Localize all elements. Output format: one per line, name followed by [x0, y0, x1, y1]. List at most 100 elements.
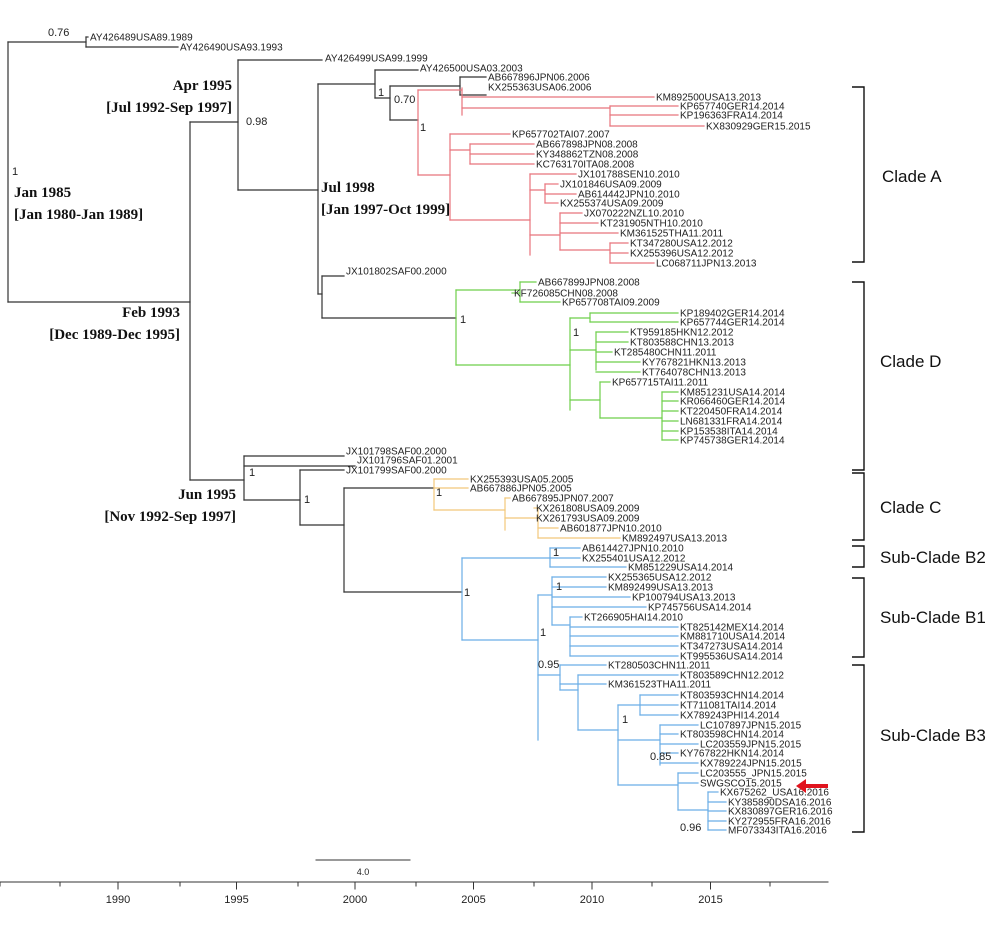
leaf-label: KP657702TAI07.2007 — [512, 130, 610, 141]
leaf-label: AY426489USA89.1989 — [90, 33, 193, 44]
leaf-label: KC763170ITA08.2008 — [536, 160, 635, 171]
support-value: 0.95 — [538, 659, 559, 671]
leaf-label: KT347273USA14.2014 — [680, 642, 783, 653]
leaf-label: AB667886JPN05.2005 — [470, 484, 572, 495]
support-value: 1 — [556, 581, 562, 593]
leaf-label: JX070222NZL10.2010 — [584, 209, 685, 220]
leaf-label: KT825142MEX14.2014 — [680, 623, 784, 634]
leaf-label: KX255393USA05.2005 — [470, 475, 574, 486]
leaf-label: AB614442JPN10.2010 — [578, 190, 680, 201]
leaf-label: AY426490USA93.1993 — [180, 43, 283, 54]
leaf-label: KY767821HKN13.2013 — [642, 358, 746, 369]
support-value: 1 — [553, 547, 559, 559]
node-date-range: [Jan 1980-Jan 1989] — [14, 207, 143, 223]
leaf-label: KT803589CHN12.2012 — [680, 671, 784, 682]
leaf-label: AB667898JPN08.2008 — [536, 140, 638, 151]
leaf-label: KM892500USA13.2013 — [656, 93, 762, 104]
leaf-label: AB614427JPN10.2010 — [582, 544, 684, 555]
leaf-label: KT280503CHN11.2011 — [608, 661, 711, 672]
leaf-label: KP153538ITA14.2014 — [680, 427, 778, 438]
leaf-label: AY426500USA03.2003 — [420, 64, 523, 75]
support-value: 1 — [304, 494, 310, 506]
leaf-label: KX255396USA12.2012 — [630, 249, 734, 260]
support-value: 1 — [249, 467, 255, 479]
axis-tick-label: 1995 — [224, 894, 248, 906]
leaf-label: KT803588CHN13.2013 — [630, 338, 734, 349]
sub-clade-b3-label: Sub-Clade B3 — [880, 726, 986, 745]
node-date-range: [Nov 1992-Sep 1997] — [104, 509, 236, 525]
leaf-label: KY272955FRA16.2016 — [728, 817, 831, 828]
sub-clade-b2-label: Sub-Clade B2 — [880, 548, 986, 567]
leaf-label: LN681331FRA14.2014 — [680, 417, 783, 428]
leaf-label: AY426499USA99.1999 — [325, 54, 428, 65]
support-value: 0.70 — [394, 94, 415, 106]
leaf-label: KY767822HKN14.2014 — [680, 749, 784, 760]
leaf-label: KT231905NTH10.2010 — [600, 219, 703, 230]
leaf-label: KM851231USA14.2014 — [680, 388, 786, 399]
axis-tick-label: 2000 — [343, 894, 367, 906]
support-value: 0.96 — [680, 822, 701, 834]
axis-tick-label: 1990 — [106, 894, 130, 906]
support-value: 1 — [540, 627, 546, 639]
leaf-label: JX101799SAF00.2000 — [346, 466, 447, 477]
leaf-label: KM892497USA13.2013 — [622, 534, 728, 545]
support-value: 1 — [12, 166, 18, 178]
leaf-label: KP196363FRA14.2014 — [680, 111, 783, 122]
support-value: 1 — [464, 587, 470, 599]
leaf-label: KX255363USA06.2006 — [488, 83, 592, 94]
leaf-label: KY385890DSA16.2016 — [728, 798, 832, 809]
leaf-label: KP189402GER14.2014 — [680, 309, 785, 320]
leaf-label: KY348862TZN08.2008 — [536, 150, 639, 161]
leaf-label: KX261808USA09.2009 — [536, 504, 640, 515]
support-value: 1 — [436, 487, 442, 499]
leaf-label: KT803593CHN14.2014 — [680, 691, 784, 702]
support-value: 1 — [420, 122, 426, 134]
node-date: Apr 1995 — [173, 78, 232, 94]
leaf-label: KP745738GER14.2014 — [680, 436, 785, 447]
clade-bracket — [852, 545, 865, 568]
axis-tick-label: 2005 — [461, 894, 485, 906]
leaf-label: KT764078CHN13.2013 — [642, 368, 746, 379]
leaf-label: JX101798SAF00.2000 — [346, 447, 447, 458]
clade-bracket — [852, 281, 865, 471]
node-date: Feb 1993 — [122, 305, 180, 321]
clade-c-label: Clade C — [880, 498, 941, 517]
leaf-label: KP657744GER14.2014 — [680, 318, 785, 329]
leaf-label: KP657715TAI11.2011 — [612, 378, 709, 389]
scale-bar-label: 4.0 — [357, 867, 370, 877]
node-date-range: [Jul 1992-Sep 1997] — [106, 100, 232, 116]
axis-tick-label: 2010 — [580, 894, 604, 906]
leaf-label: AB601877JPN10.2010 — [560, 524, 662, 535]
leaf-label: KM361525THA11.2011 — [620, 229, 723, 240]
leaf-label: KT266905HAI14.2010 — [584, 613, 683, 624]
leaf-label: KX255365USA12.2012 — [608, 573, 712, 584]
leaf-label: KT803598CHN14.2014 — [680, 730, 784, 741]
leaf-label: KX255374USA09.2009 — [560, 199, 664, 210]
clade-d-label: Clade D — [880, 352, 941, 371]
leaf-label: MF073343ITA16.2016 — [728, 826, 827, 837]
leaf-label: KF726085CHN08.2008 — [514, 289, 618, 300]
support-value: 0.98 — [246, 116, 267, 128]
support-value: 0.85 — [650, 751, 671, 763]
clade-bracket — [852, 86, 865, 263]
clade-bracket — [852, 664, 865, 833]
clade-bracket — [852, 577, 865, 658]
leaf-label: KM881710USA14.2014 — [680, 632, 786, 643]
node-date: Jul 1998 — [321, 180, 375, 196]
leaf-label: KX255401USA12.2012 — [582, 554, 686, 565]
leaf-label: KT959185HKN12.2012 — [630, 328, 734, 339]
leaf-label: KM851229USA14.2014 — [628, 563, 734, 574]
leaf-label: KP745756USA14.2014 — [648, 603, 752, 614]
leaf-label: KX830897GER16.2016 — [728, 807, 833, 818]
clade-a-label: Clade A — [882, 167, 942, 186]
node-date: Jan 1985 — [14, 185, 71, 201]
leaf-label: KX261793USA09.2009 — [536, 514, 640, 525]
clade-bracket — [852, 472, 865, 541]
leaf-label: KT285480CHN11.2011 — [614, 348, 717, 359]
support-value: 1 — [378, 87, 384, 99]
leaf-label: AB667895JPN07.2007 — [512, 494, 614, 505]
highlight-arrow-icon — [796, 779, 828, 793]
leaf-label: AB667899JPN08.2008 — [538, 278, 640, 289]
leaf-label: KP657708TAI09.2009 — [562, 298, 660, 309]
